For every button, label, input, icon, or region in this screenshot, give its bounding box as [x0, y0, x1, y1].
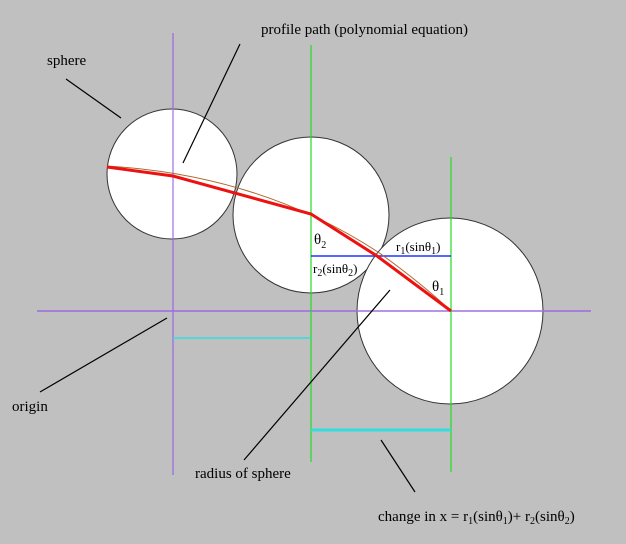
profile-curve [106, 165, 452, 312]
segment-path [106, 165, 452, 313]
profile-leader [182, 43, 241, 164]
sphere-left [106, 108, 238, 240]
origin-label: origin [12, 399, 48, 415]
profile-path-label: profile path (polynomial equation) [261, 22, 468, 38]
theta2-label: θ2 [314, 232, 326, 251]
change-in-x-label: change in x = r1(sinθ1)+ r2(sinθ2) [378, 509, 575, 527]
change-leader [380, 439, 416, 493]
r2-sin-label: r2(sinθ2) [313, 261, 357, 279]
sphere-leader [65, 78, 122, 119]
origin-leader [39, 317, 168, 393]
theta1-label: θ1 [432, 279, 444, 298]
r1-sin-label: r1(sinθ1) [396, 239, 440, 257]
sphere-label: sphere [47, 53, 86, 69]
radius-leader [243, 289, 391, 461]
radius-label: radius of sphere [195, 466, 291, 482]
